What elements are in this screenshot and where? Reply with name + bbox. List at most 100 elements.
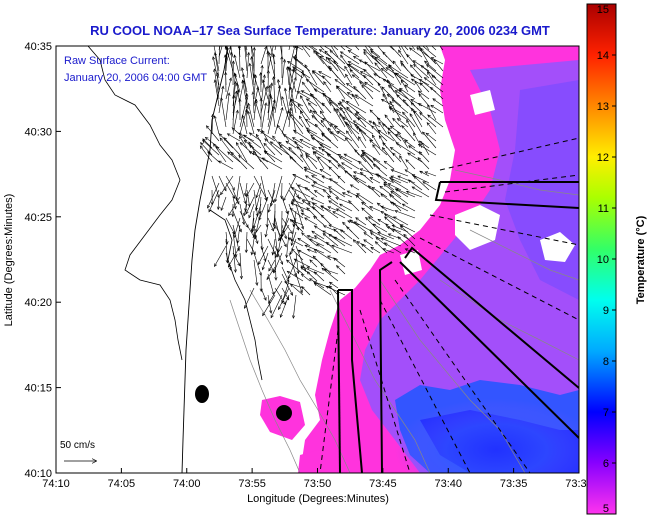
current-vector — [349, 219, 367, 233]
current-vector — [329, 178, 346, 191]
colorbar-tick-label: 15 — [597, 4, 609, 16]
current-vector-head — [333, 60, 337, 64]
current-vector-head — [310, 184, 315, 188]
current-vector-head — [425, 132, 430, 137]
current-vector-head — [300, 95, 303, 99]
current-vector-head — [281, 95, 285, 100]
current-vector — [431, 75, 444, 86]
current-vector — [320, 120, 332, 135]
current-vector-head — [371, 55, 376, 59]
current-vector-head — [321, 133, 325, 137]
current-vector-head — [313, 235, 318, 239]
current-vector-head — [220, 191, 224, 196]
current-vector — [305, 153, 318, 163]
current-vector — [344, 66, 353, 79]
current-vector-head — [256, 129, 261, 133]
current-vector — [363, 239, 374, 247]
current-vector — [404, 84, 416, 93]
current-vector — [232, 110, 238, 135]
current-vector-head — [328, 186, 332, 190]
current-vector — [321, 148, 339, 163]
current-vector — [309, 238, 325, 247]
current-vector-head — [255, 213, 259, 217]
current-vector — [432, 98, 444, 107]
current-vector-head — [288, 110, 292, 115]
current-vector — [272, 238, 276, 255]
current-vector-head — [271, 199, 275, 204]
current-vector-head — [385, 67, 390, 71]
current-vector-head — [312, 70, 316, 74]
current-vector — [315, 52, 332, 72]
current-vector-head — [238, 98, 242, 102]
current-vector-head — [276, 78, 281, 83]
current-vector — [288, 77, 297, 107]
current-vector — [262, 157, 283, 170]
current-vector-head — [407, 179, 412, 183]
current-vector — [281, 96, 290, 121]
current-vector-head — [404, 169, 409, 173]
current-vector — [336, 85, 353, 100]
current-vector-head — [312, 255, 317, 259]
current-vector — [392, 99, 409, 114]
current-vector — [263, 143, 276, 156]
current-vector — [330, 123, 339, 135]
current-vector — [311, 175, 325, 184]
current-vector-head — [339, 113, 343, 117]
current-vector-head — [291, 137, 296, 141]
current-vector — [372, 223, 388, 233]
current-vector — [418, 93, 430, 107]
current-vector — [311, 230, 325, 240]
current-vector — [207, 182, 220, 209]
colorbar-tick-label: 7 — [603, 407, 609, 419]
current-vector-head — [252, 150, 257, 155]
current-vector — [319, 46, 325, 51]
current-vector-head — [250, 56, 254, 60]
current-vector — [244, 46, 248, 72]
current-vector-head — [326, 255, 331, 259]
current-vector-head — [249, 144, 253, 149]
current-vector — [311, 147, 325, 156]
current-vector — [361, 202, 374, 212]
current-vector — [311, 197, 325, 205]
current-vector — [225, 182, 236, 199]
current-vector-head — [382, 51, 386, 55]
current-vector — [281, 196, 288, 214]
current-vector-head — [397, 236, 401, 240]
current-vector — [315, 124, 325, 135]
current-vector — [390, 201, 409, 212]
current-vector — [274, 245, 283, 265]
current-vector — [374, 56, 395, 72]
current-vector — [336, 208, 353, 219]
current-vector-head — [346, 63, 351, 67]
current-vector — [356, 126, 374, 142]
current-vector — [311, 115, 325, 128]
current-vector — [239, 210, 249, 228]
current-vector-head — [418, 151, 423, 155]
current-vector — [278, 224, 290, 241]
current-vector — [390, 46, 402, 58]
current-vector-head — [402, 99, 407, 103]
current-vector-head — [380, 205, 385, 209]
current-vector-head — [311, 202, 316, 206]
current-vector-head — [289, 207, 294, 212]
current-vector-head — [427, 42, 430, 45]
current-vector-head — [292, 56, 297, 60]
current-vector — [389, 194, 402, 205]
current-vector-head — [240, 67, 245, 71]
current-vector-head — [404, 84, 408, 88]
current-vector-head — [251, 91, 255, 95]
current-vector — [236, 175, 241, 201]
current-vector-head — [326, 38, 329, 41]
current-vector-head — [359, 168, 364, 172]
current-vector-head — [384, 213, 388, 217]
current-vector — [346, 226, 360, 240]
current-vector — [397, 118, 409, 128]
current-vector — [287, 61, 304, 72]
current-vector-head — [322, 92, 326, 97]
current-vector — [302, 200, 318, 212]
current-vector-head — [280, 261, 284, 265]
y-tick-label: 40:30 — [24, 126, 52, 138]
current-vector-head — [220, 97, 224, 101]
current-vector — [309, 278, 325, 289]
current-vector-head — [228, 39, 231, 42]
